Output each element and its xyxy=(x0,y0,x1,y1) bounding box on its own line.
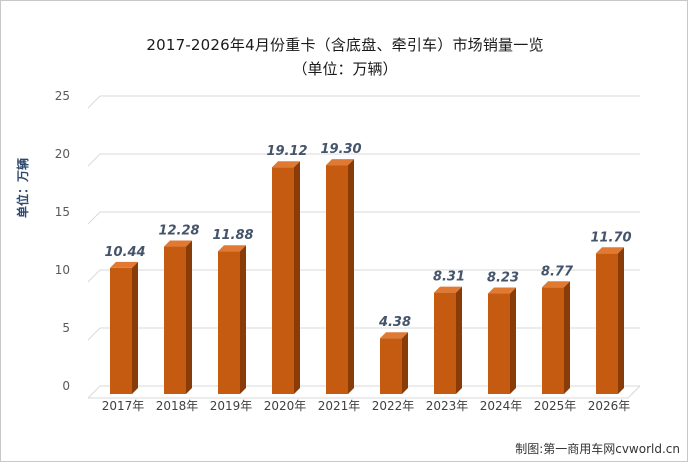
x-tick-label: 2021年 xyxy=(318,399,361,413)
bar xyxy=(380,338,402,394)
bar xyxy=(272,167,294,394)
bar xyxy=(596,253,618,394)
bar-top xyxy=(488,287,516,294)
bar xyxy=(218,251,240,394)
bar-side xyxy=(564,281,570,394)
bar-top xyxy=(542,281,570,288)
bar xyxy=(164,246,186,394)
gridline-wall xyxy=(87,153,101,167)
y-tick-label: 5 xyxy=(62,321,70,335)
x-tick-label: 2023年 xyxy=(426,399,469,413)
y-tick-label: 0 xyxy=(62,379,70,393)
data-label: 11.70 xyxy=(590,230,631,245)
x-tick-label: 2018年 xyxy=(156,399,199,413)
data-label: 12.28 xyxy=(158,224,199,239)
bar xyxy=(326,165,348,394)
bar-side xyxy=(510,287,516,394)
bar-side xyxy=(402,332,408,394)
bar xyxy=(488,293,510,394)
data-label: 8.77 xyxy=(541,264,574,279)
x-tick-label: 2026年 xyxy=(588,399,631,413)
bar-side xyxy=(240,245,246,394)
floor-edge-right xyxy=(627,385,641,399)
bar xyxy=(542,287,564,394)
bar xyxy=(434,292,456,394)
gridline-wall xyxy=(87,327,101,341)
data-label: 19.30 xyxy=(320,142,361,157)
bar-side xyxy=(186,240,192,394)
bar-top xyxy=(164,240,192,247)
bar-side xyxy=(348,159,354,394)
y-tick-label: 20 xyxy=(55,147,70,161)
bar-top xyxy=(434,286,462,293)
x-tick-label: 2024年 xyxy=(480,399,523,413)
bar-top xyxy=(110,261,138,268)
data-label: 10.44 xyxy=(104,245,145,260)
gridline-wall xyxy=(87,385,101,399)
x-tick-label: 2022年 xyxy=(372,399,415,413)
chart-subtitle: （单位：万辆） xyxy=(292,60,398,78)
bar xyxy=(110,267,132,394)
gridline-wall xyxy=(87,95,101,109)
y-tick-label: 25 xyxy=(55,89,70,103)
bar-side xyxy=(294,161,300,394)
data-label: 19.12 xyxy=(266,144,307,159)
y-tick-label: 15 xyxy=(55,205,70,219)
bar-top xyxy=(272,161,300,168)
bar-top xyxy=(218,245,246,252)
bar-top xyxy=(596,247,624,254)
bar-side xyxy=(618,247,624,394)
bar-top xyxy=(380,332,408,339)
data-label: 8.31 xyxy=(433,270,465,285)
data-label: 11.88 xyxy=(212,228,253,243)
x-tick-label: 2025年 xyxy=(534,399,577,413)
data-label: 4.38 xyxy=(378,315,411,330)
bar-side xyxy=(456,286,462,394)
chart-title: 2017-2026年4月份重卡（含底盘、牵引车）市场销量一览 xyxy=(146,36,544,54)
bar-side xyxy=(132,261,138,394)
x-tick-label: 2017年 xyxy=(102,399,145,413)
data-label: 8.23 xyxy=(487,271,519,286)
bar-top xyxy=(326,159,354,166)
x-tick-label: 2020年 xyxy=(264,399,307,413)
gridline-wall xyxy=(87,211,101,225)
source-credit: 制图:第一商用车网cvworld.cn xyxy=(515,442,680,456)
y-tick-label: 10 xyxy=(55,263,70,277)
gridline-wall xyxy=(87,269,101,283)
x-tick-label: 2019年 xyxy=(210,399,253,413)
